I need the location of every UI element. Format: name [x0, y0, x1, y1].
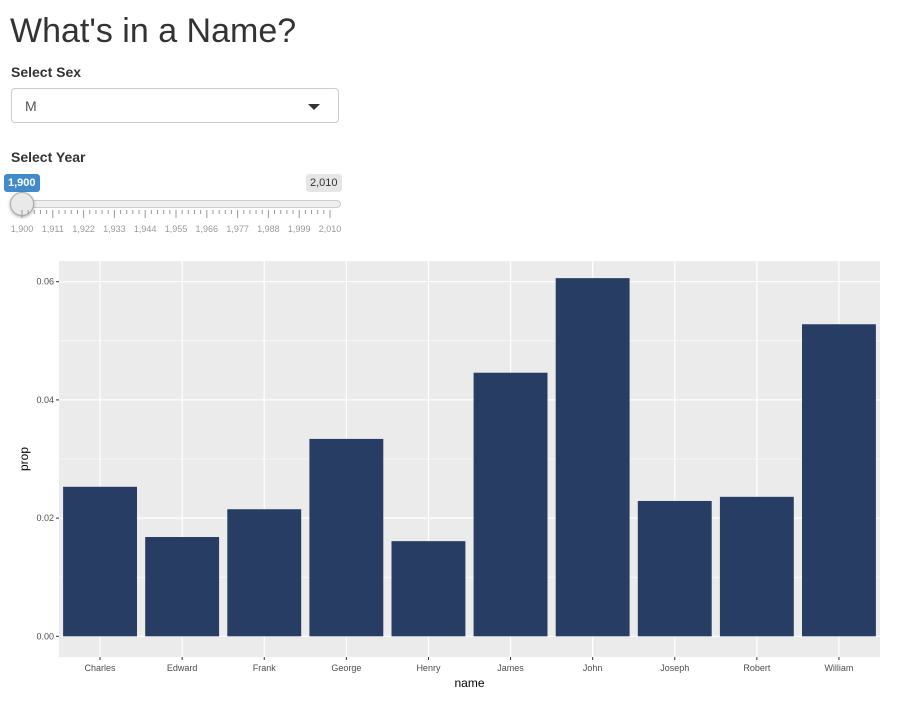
slider-tick-label: 1,922 [72, 224, 95, 234]
x-tick-label: Henry [416, 663, 441, 673]
year-slider-label: Select Year [11, 149, 86, 165]
page-title: What's in a Name? [10, 12, 297, 50]
slider-tick-label: 1,933 [103, 224, 126, 234]
year-slider-ticks [21, 210, 331, 218]
slider-tick-label: 1,966 [195, 224, 219, 234]
bar-charles [63, 486, 137, 637]
bar-henry [391, 541, 466, 637]
year-slider[interactable]: 1,900 2,010 1,900 1,911 1,922 1,933 1,944 1,9… [0, 170, 360, 240]
slider-tick-label: 2,010 [318, 224, 342, 234]
sex-select[interactable]: M [11, 88, 339, 123]
bar-frank [227, 509, 302, 637]
y-tick-label: 0.02 [36, 513, 54, 523]
x-tick-label: Joseph [660, 663, 689, 673]
y-axis-title: prop [17, 447, 31, 471]
slider-tick-label: 1,955 [164, 224, 188, 234]
sex-select-value: M [25, 98, 37, 114]
bar-chart: 0.00 0.02 0.04 0.06 Charles Edward Frank George… [17, 261, 880, 690]
x-tick-label: Edward [167, 663, 198, 673]
bar-robert [719, 496, 794, 637]
bar-edward [145, 537, 220, 637]
y-tick-label: 0.00 [36, 631, 54, 641]
sex-select-label: Select Sex [11, 64, 82, 80]
slider-tick-label: 1,911 [41, 224, 64, 234]
slider-tick-label: 1,900 [10, 224, 34, 234]
year-slider-max-badge: 2,010 [306, 174, 342, 192]
bar-james [473, 372, 548, 637]
slider-tick-label: 1,977 [226, 224, 249, 234]
x-tick-label: Charles [85, 663, 117, 673]
bar-william [802, 324, 876, 637]
x-tick-label: William [824, 663, 853, 673]
slider-tick-label: 1,999 [287, 224, 311, 234]
bar-joseph [637, 500, 712, 637]
slider-tick-label: 1,944 [133, 224, 157, 234]
x-tick-label: John [583, 663, 603, 673]
x-axis-title: name [454, 676, 484, 690]
x-tick-label: James [497, 663, 524, 673]
bar-john [555, 278, 630, 637]
slider-tick-label: 1,988 [257, 224, 280, 234]
bar-george [309, 438, 384, 637]
x-tick-label: George [331, 663, 361, 673]
y-tick-label: 0.04 [36, 395, 54, 405]
x-tick-label: Robert [743, 663, 771, 673]
year-slider-value-badge: 1,900 [4, 174, 40, 192]
x-tick-label: Frank [253, 663, 277, 673]
y-tick-label: 0.06 [36, 277, 54, 287]
chevron-down-icon [308, 104, 320, 110]
year-slider-track[interactable] [11, 200, 341, 208]
